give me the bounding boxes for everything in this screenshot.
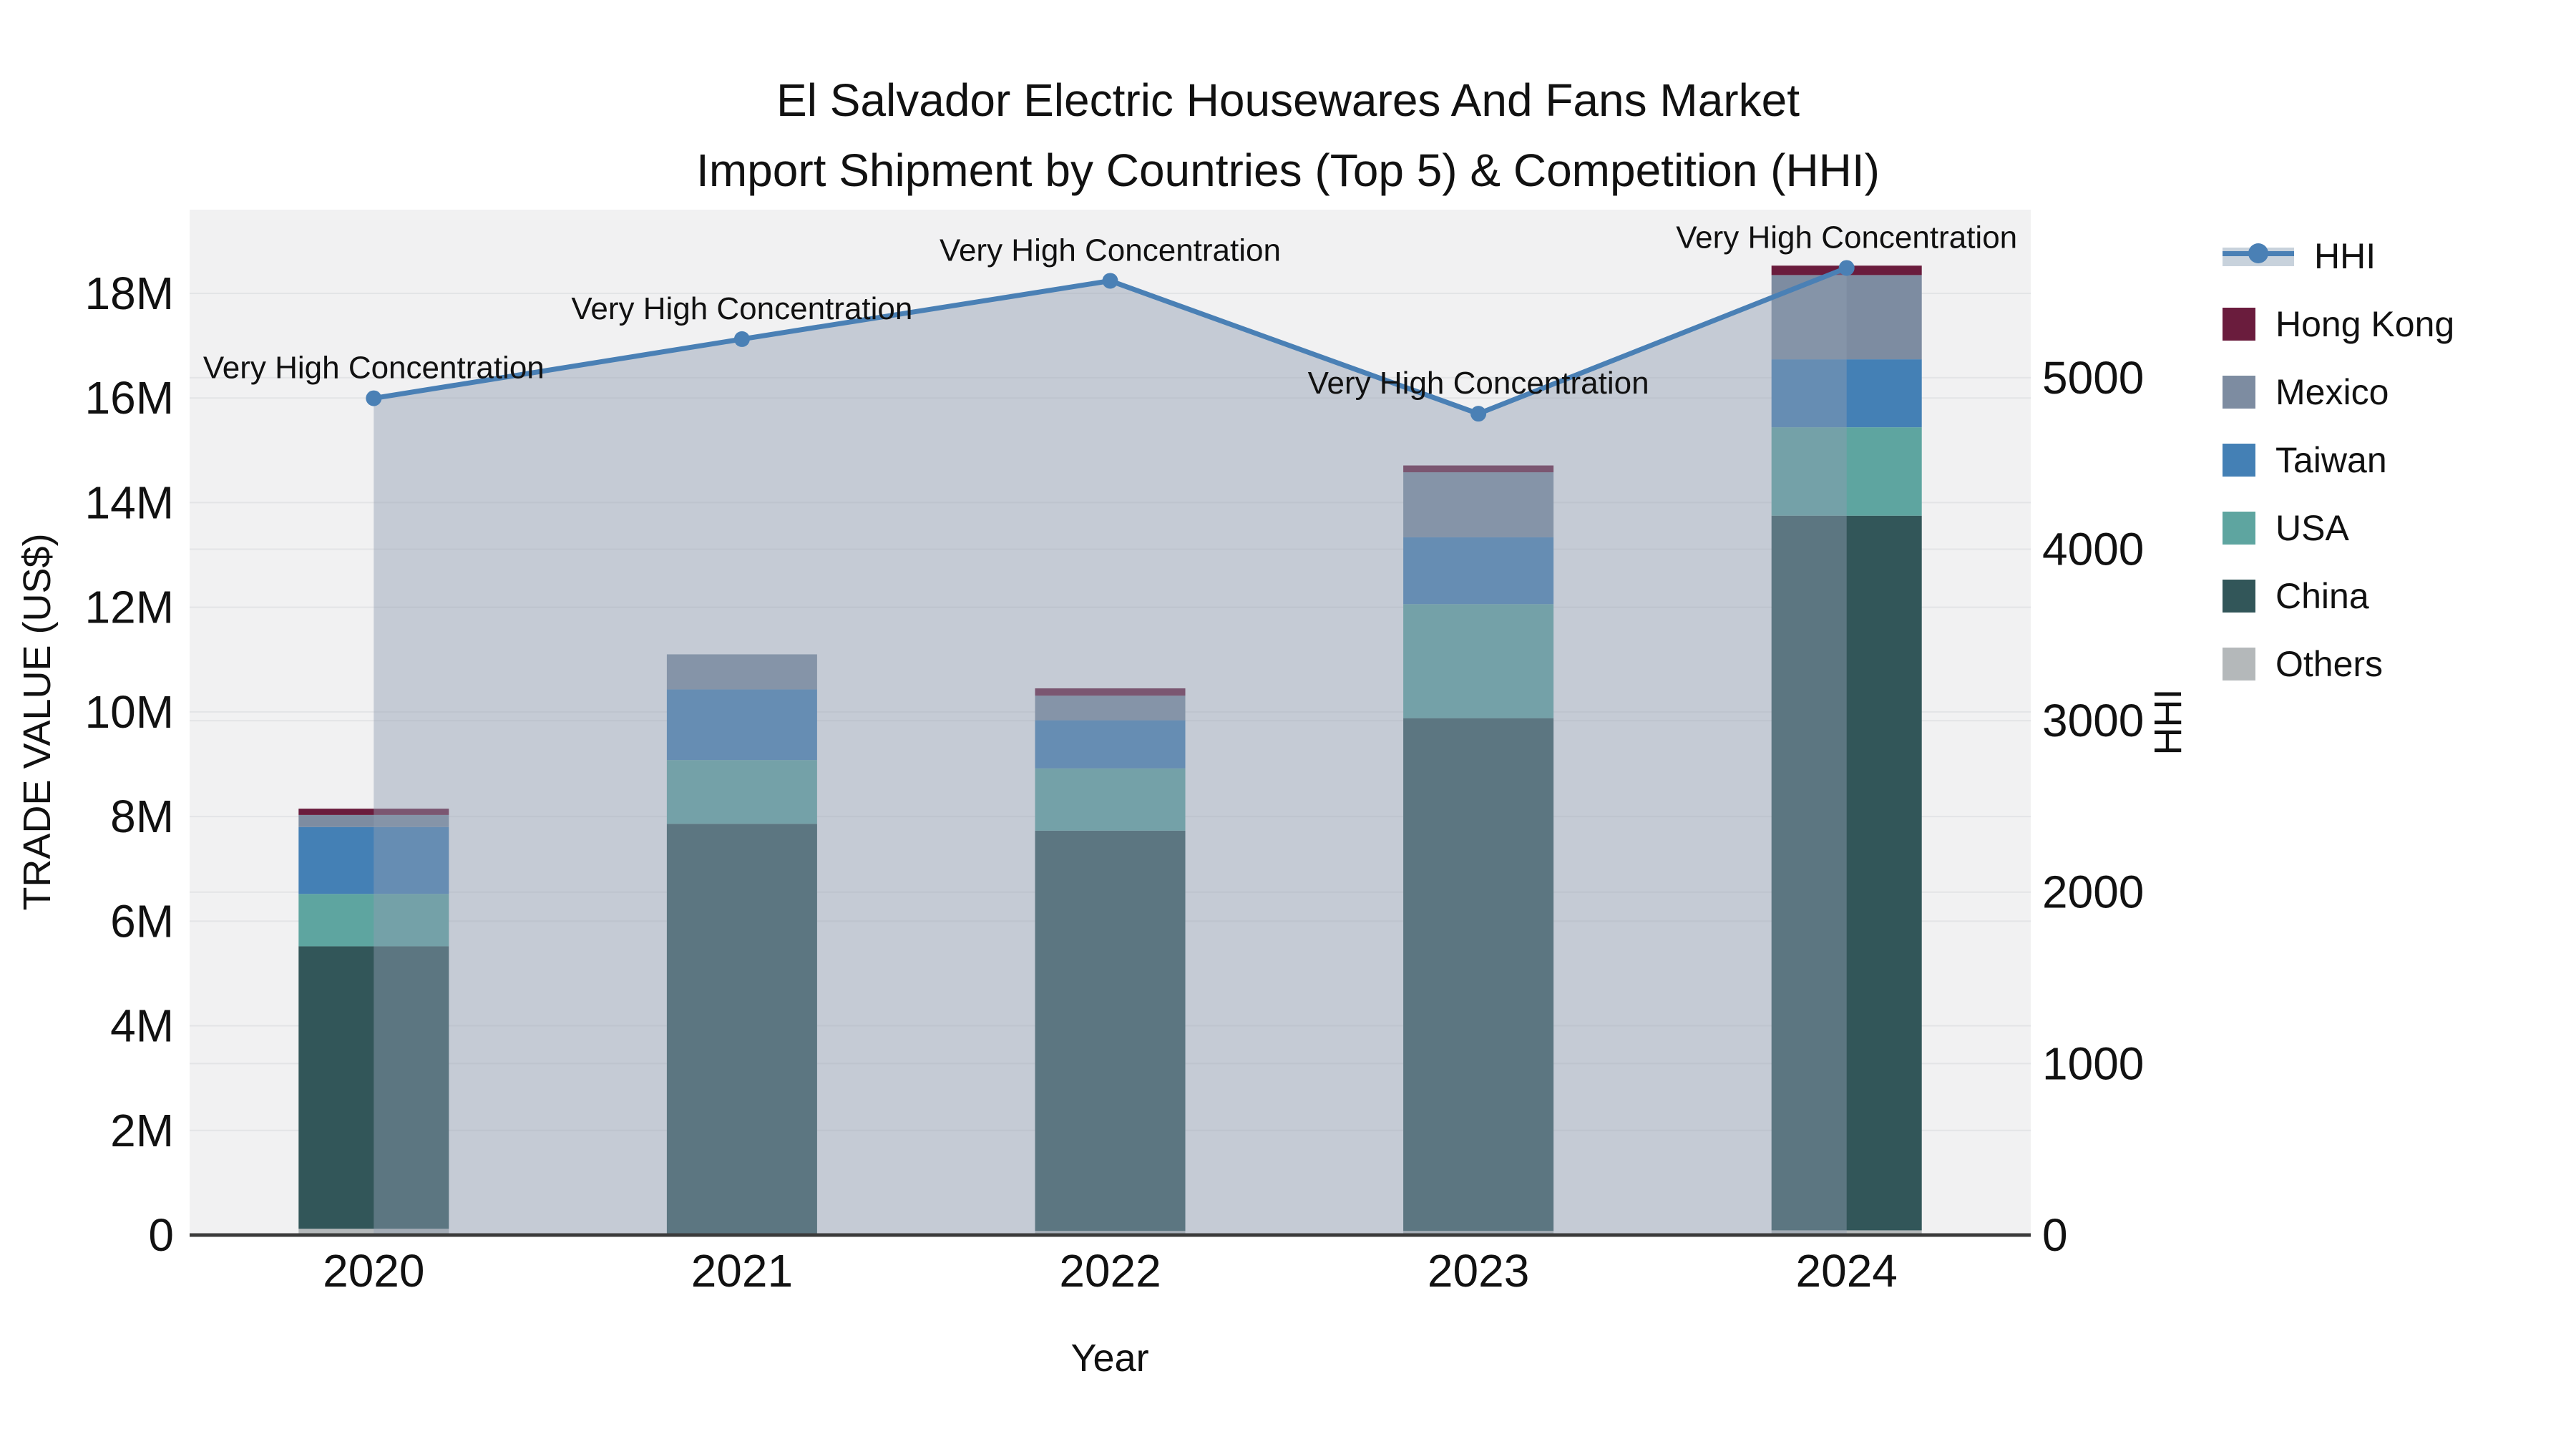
x-tick-label: 2022	[1059, 1245, 1161, 1297]
y-left-tick-label: 12M	[85, 582, 175, 633]
bar-segment-others	[1403, 1231, 1554, 1235]
legend-item-taiwan: Taiwan	[2223, 426, 2454, 494]
bar-segment-taiwan	[298, 826, 449, 894]
bar-segment-usa	[1403, 604, 1554, 718]
hhi-line-swatch-icon	[2223, 240, 2294, 273]
legend: HHI Hong Kong Mexico Taiwan USA China Others	[2223, 222, 2454, 698]
bar-segment-taiwan	[1771, 359, 1922, 428]
bar-segment-china	[1035, 830, 1186, 1231]
y-right-tick-label: 3000	[2042, 695, 2144, 746]
legend-item-hong-kong: Hong Kong	[2223, 290, 2454, 358]
y-left-tick-label: 14M	[85, 477, 175, 528]
y-left-tick-label: 10M	[85, 686, 175, 738]
bar-segment-taiwan	[666, 689, 817, 761]
legend-item-label: Others	[2275, 643, 2384, 684]
legend-color-swatch-icon	[2223, 443, 2255, 477]
bar-segment-china	[298, 946, 449, 1229]
y-right-tick-label: 4000	[2042, 523, 2144, 575]
bar-segment-hong-kong	[298, 809, 449, 815]
bar-segment-mexico	[298, 814, 449, 827]
legend-item-label: Mexico	[2275, 371, 2389, 412]
hhi-marker	[366, 390, 382, 406]
y-right-tick-label: 2000	[2042, 867, 2144, 918]
annotation-very-high-concentration: Very High Concentration	[571, 291, 912, 326]
y-left-tick-label: 2M	[110, 1105, 174, 1156]
legend-color-swatch-icon	[2223, 307, 2255, 341]
x-axis-title: Year	[1070, 1337, 1149, 1380]
bar-segment-mexico	[666, 654, 817, 690]
y-left-tick-label: 0	[148, 1209, 174, 1261]
x-tick-label: 2023	[1428, 1245, 1529, 1297]
y-right-tick-label: 5000	[2042, 352, 2144, 404]
annotation-very-high-concentration: Very High Concentration	[203, 351, 545, 386]
legend-color-swatch-icon	[2223, 511, 2255, 545]
legend-color-swatch-icon	[2223, 647, 2255, 680]
legend-item-usa: USA	[2223, 494, 2454, 562]
bar-segment-hong-kong	[1403, 465, 1554, 473]
legend-item-china: China	[2223, 562, 2454, 630]
bar-segment-usa	[298, 894, 449, 947]
x-tick-label: 2021	[691, 1245, 793, 1297]
bar-segment-mexico	[1035, 696, 1186, 721]
bar-segment-others	[1771, 1230, 1922, 1235]
hhi-area-fill	[374, 268, 1847, 1236]
hhi-marker	[1102, 273, 1118, 289]
legend-item-label: HHI	[2314, 235, 2376, 276]
bar-segment-usa	[1771, 427, 1922, 516]
y-left-tick-label: 4M	[110, 1000, 174, 1052]
hhi-marker	[1470, 406, 1487, 422]
chart-title: El Salvador Electric Housewares And Fans…	[0, 66, 2576, 206]
chart-title-line1: El Salvador Electric Housewares And Fans…	[776, 74, 1800, 126]
x-tick-label: 2024	[1796, 1245, 1898, 1297]
bar-segment-others	[298, 1229, 449, 1235]
bar-segment-china	[1403, 718, 1554, 1231]
bar-segment-others	[1035, 1231, 1186, 1235]
legend-color-swatch-icon	[2223, 375, 2255, 409]
annotation-very-high-concentration: Very High Concentration	[1308, 366, 1649, 401]
legend-item-label: USA	[2275, 507, 2349, 548]
x-tick-label: 2020	[323, 1245, 424, 1297]
y-left-tick-label: 16M	[85, 372, 175, 424]
bar-segment-china	[666, 824, 817, 1234]
legend-item-others: Others	[2223, 630, 2454, 698]
y-left-tick-label: 8M	[110, 791, 174, 842]
legend-item-label: China	[2275, 575, 2369, 616]
hhi-marker	[1838, 260, 1855, 276]
y-left-tick-label: 18M	[85, 268, 175, 319]
y-left-tick-label: 6M	[110, 895, 174, 947]
bar-segment-mexico	[1403, 472, 1554, 537]
chart-title-line2: Import Shipment by Countries (Top 5) & C…	[696, 144, 1880, 196]
legend-color-swatch-icon	[2223, 579, 2255, 613]
y-right-tick-label: 1000	[2042, 1038, 2144, 1089]
bar-segment-taiwan	[1035, 720, 1186, 769]
bar-segment-hong-kong	[1035, 688, 1186, 696]
legend-item-label: Hong Kong	[2275, 303, 2455, 344]
bar-segment-usa	[666, 760, 817, 824]
bar-segment-china	[1771, 515, 1922, 1231]
legend-item-hhi: HHI	[2223, 222, 2454, 290]
y-axis-title-left: TRADE VALUE (US$)	[16, 533, 59, 911]
bar-segment-usa	[1035, 768, 1186, 831]
annotation-very-high-concentration: Very High Concentration	[940, 233, 1281, 268]
y-right-tick-label: 0	[2042, 1209, 2068, 1261]
annotation-very-high-concentration: Very High Concentration	[1676, 220, 2017, 255]
hhi-marker	[733, 331, 750, 347]
bar-segment-taiwan	[1403, 537, 1554, 605]
legend-item-label: Taiwan	[2275, 439, 2387, 480]
y-axis-title-right: HHI	[2147, 688, 2190, 756]
legend-item-mexico: Mexico	[2223, 358, 2454, 426]
